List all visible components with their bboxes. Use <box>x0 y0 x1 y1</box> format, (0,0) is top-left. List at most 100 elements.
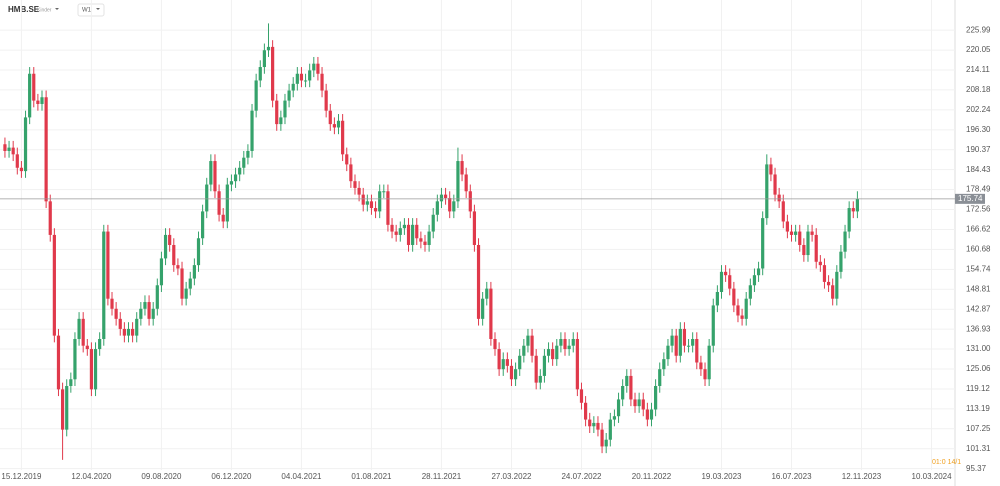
candle-body <box>60 389 65 430</box>
candle-body <box>645 409 649 420</box>
candle-body <box>419 238 423 242</box>
y-tick-label: 220.05 <box>966 45 991 54</box>
candle-body <box>604 439 608 447</box>
candle-body <box>69 379 73 386</box>
candle-body <box>180 268 184 299</box>
candle-body <box>695 338 699 363</box>
candle-body <box>551 349 555 360</box>
candle-body <box>493 338 497 350</box>
candle-body <box>691 338 695 346</box>
candle-body <box>316 63 320 74</box>
symbol[interactable]: HMB.SE <box>8 5 40 14</box>
candle-body <box>15 154 19 168</box>
candle-body <box>205 184 209 212</box>
candle-body <box>411 224 415 245</box>
candle-body <box>802 244 806 256</box>
candle-body <box>448 197 452 212</box>
candle-body <box>303 80 308 82</box>
candle-body <box>518 355 522 370</box>
candle-body <box>320 73 324 91</box>
candle-body <box>225 184 229 222</box>
candle-body <box>443 194 448 198</box>
candle-body <box>423 241 427 245</box>
candle-body <box>534 355 538 383</box>
candle-body <box>271 46 275 101</box>
candle-body <box>571 338 575 346</box>
x-tick-label: 01.08.2021 <box>351 472 392 481</box>
candle-body <box>658 369 662 386</box>
candle-body <box>394 231 398 235</box>
candle-body <box>654 385 658 410</box>
timeframe[interactable]: W1 <box>82 8 92 14</box>
candle-body <box>258 67 262 81</box>
candle-body <box>19 167 24 172</box>
candle-body <box>172 244 176 266</box>
candle-body <box>761 218 765 269</box>
candle-body <box>159 258 164 286</box>
x-tick-label: 27.03.2022 <box>491 472 532 481</box>
current-price-box <box>955 193 985 204</box>
candle-body <box>814 234 818 262</box>
candle-body <box>102 231 106 339</box>
candle-body <box>781 201 785 222</box>
candle-body <box>246 150 250 158</box>
candle-body <box>93 349 98 390</box>
candle-body <box>52 234 56 336</box>
candle-body <box>810 231 814 235</box>
candle-body <box>855 198 859 212</box>
candle-body <box>77 318 81 339</box>
candle-body <box>213 161 217 192</box>
candle-body <box>361 194 365 205</box>
candle-body <box>266 46 271 51</box>
candle-body <box>464 174 468 192</box>
candle-body <box>649 409 654 420</box>
candle-body <box>489 288 493 339</box>
y-tick-label: 166.62 <box>966 225 991 234</box>
candle-body <box>308 70 312 81</box>
candle-body <box>785 221 789 232</box>
candle-body <box>369 201 374 209</box>
candle-body <box>567 345 571 350</box>
candle-body <box>98 338 102 350</box>
x-tick-label: 16.07.2023 <box>771 472 812 481</box>
candle-body <box>390 224 394 232</box>
candle-body <box>151 308 155 319</box>
candle-body <box>48 201 52 235</box>
dropdown-arrow[interactable] <box>96 8 100 10</box>
candle-body <box>324 90 328 111</box>
candle-body <box>678 328 682 356</box>
x-tick-label: 28.11.2021 <box>422 472 462 481</box>
candle-body <box>616 399 621 417</box>
candle-body <box>641 399 645 410</box>
candle-body <box>674 335 678 356</box>
candle-body <box>452 201 456 212</box>
candle-body <box>378 191 382 212</box>
candle-body <box>382 191 386 193</box>
y-tick-label: 131.00 <box>966 344 991 353</box>
candle-body <box>221 214 225 222</box>
dropdown-arrow[interactable] <box>55 8 59 10</box>
candle-body <box>357 187 361 195</box>
candle-body <box>23 117 28 172</box>
candle-body <box>85 345 89 350</box>
candle-body <box>36 100 40 104</box>
candle-body <box>839 251 843 272</box>
candle-body <box>555 345 559 360</box>
candle-body <box>773 174 777 195</box>
candle-body <box>666 345 670 360</box>
candle-body <box>439 194 444 202</box>
candle-body <box>89 349 94 390</box>
candle-body <box>262 50 266 68</box>
candle-body <box>633 399 637 407</box>
candle-body <box>789 231 794 235</box>
candle-body <box>3 144 7 151</box>
candle-body <box>765 164 769 219</box>
candle-body <box>126 328 131 336</box>
candle-body <box>612 416 617 420</box>
candle-body <box>625 375 629 386</box>
candle-body <box>485 288 489 299</box>
candle-body <box>769 164 773 175</box>
y-tick-label: 202.24 <box>966 105 991 114</box>
y-tick-label: 148.81 <box>966 284 991 293</box>
